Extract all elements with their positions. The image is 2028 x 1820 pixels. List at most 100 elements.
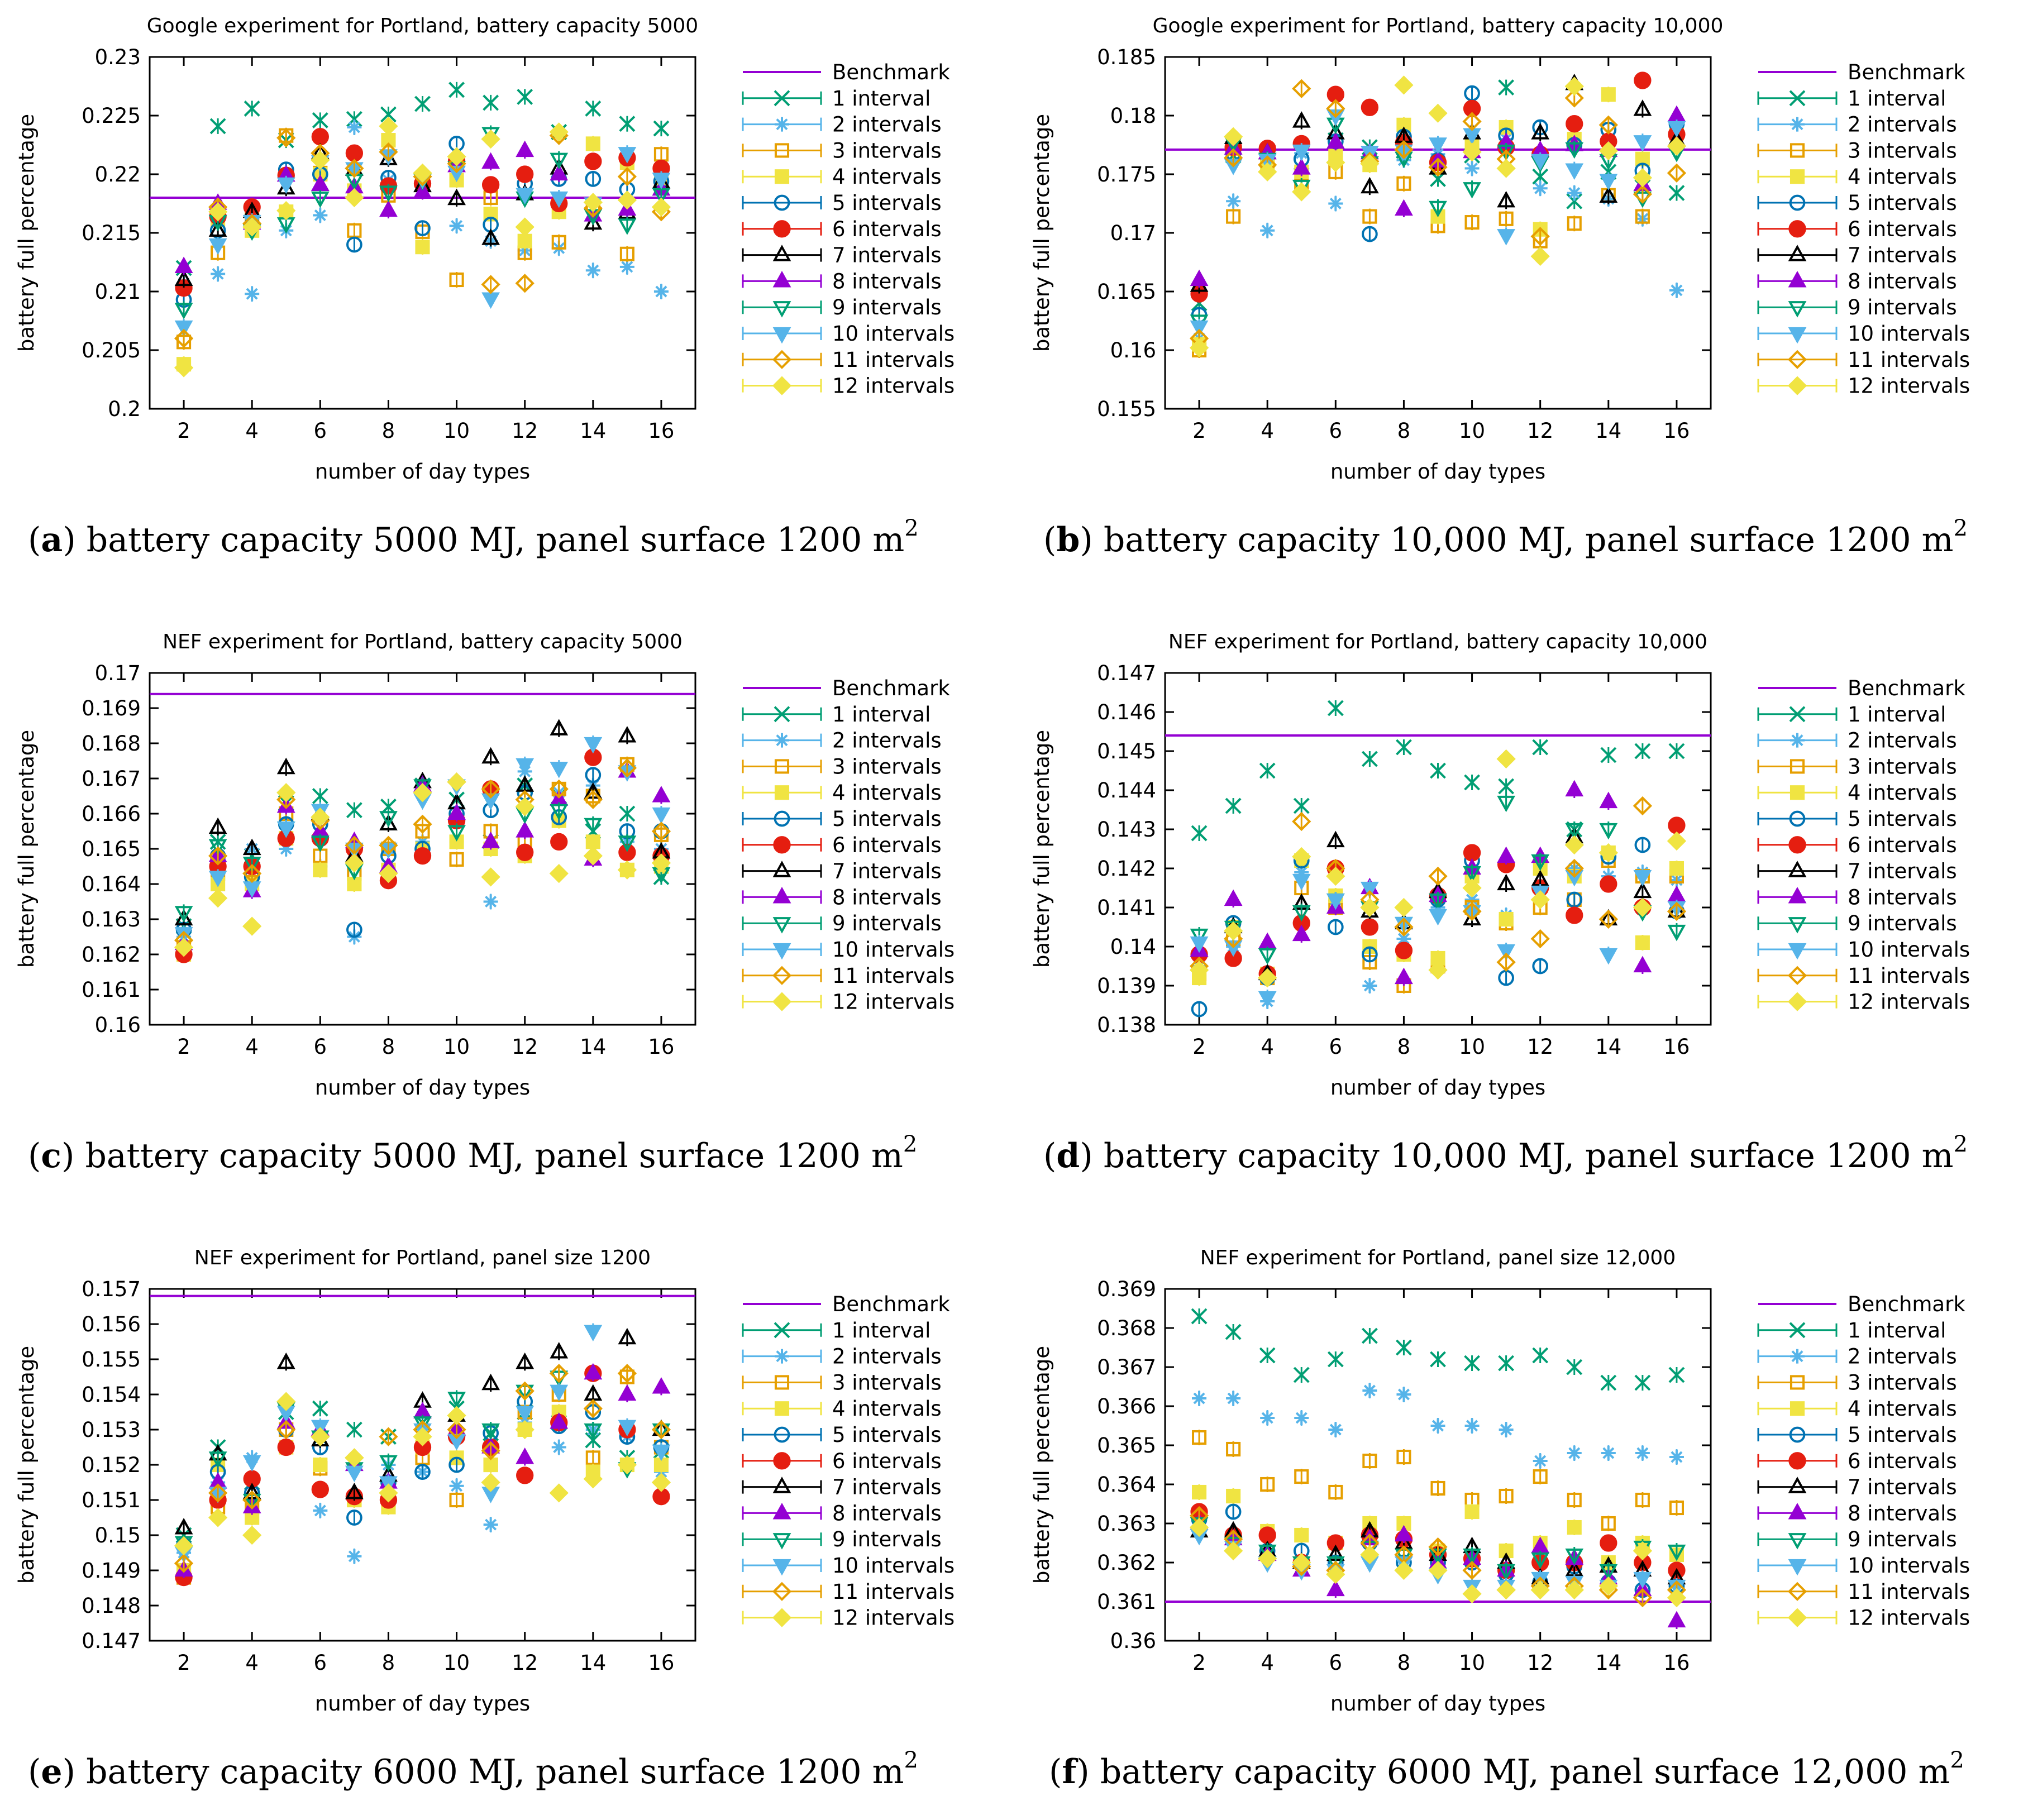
data-point — [652, 1444, 671, 1461]
data-point — [617, 1455, 637, 1475]
data-point — [1430, 1351, 1446, 1368]
legend-entry-1: 1 interval — [742, 703, 931, 727]
data-point — [1532, 168, 1549, 185]
data-point — [652, 173, 671, 189]
legend-entry-10: 10 intervals — [1757, 322, 1970, 346]
data-point — [584, 152, 602, 170]
legend-marker — [1788, 836, 1806, 854]
data-point — [276, 790, 296, 809]
legend-label: 11 intervals — [832, 1580, 955, 1604]
data-point — [1635, 209, 1650, 224]
data-point — [1635, 1492, 1650, 1508]
x-tick-label: 2 — [177, 1651, 190, 1675]
data-point — [1564, 77, 1584, 96]
data-point — [550, 152, 569, 170]
legend-marker — [1788, 1502, 1807, 1520]
legend-entry-5: 5 intervals — [1757, 807, 1957, 831]
data-point — [1294, 1527, 1309, 1543]
legend-label: 7 intervals — [1848, 859, 1957, 883]
chart-6: NEF experiment for Portland, panel size … — [1030, 1246, 1970, 1716]
chart-5: NEF experiment for Portland, panel size … — [15, 1246, 955, 1716]
legend-errorbar — [742, 1532, 822, 1546]
data-point — [1191, 825, 1208, 842]
data-point — [1633, 135, 1652, 152]
data-point — [1225, 1324, 1242, 1340]
data-point — [1567, 1446, 1582, 1460]
data-point — [1396, 739, 1412, 756]
legend-marker — [1788, 943, 1807, 960]
y-tick-label: 0.148 — [82, 1594, 141, 1618]
legend-marker — [772, 245, 791, 261]
y-tick-label: 0.143 — [1097, 818, 1156, 842]
y-tick-label: 0.147 — [1097, 661, 1156, 685]
data-point — [1564, 1580, 1584, 1600]
data-point — [1599, 823, 1618, 840]
data-point — [1667, 121, 1686, 138]
legend-marker — [774, 1375, 790, 1390]
data-point — [1225, 797, 1242, 814]
legend-marker — [1789, 1322, 1806, 1339]
legend-label: 9 intervals — [832, 911, 942, 935]
data-point — [1395, 1525, 1413, 1542]
chart-title: NEF experiment for Portland, panel size … — [194, 1246, 651, 1269]
y-tick-label: 0.145 — [1097, 739, 1156, 763]
data-point — [550, 762, 569, 778]
x-tick-label: 8 — [382, 1035, 395, 1059]
legend-errorbar — [742, 1584, 822, 1598]
data-point — [585, 171, 602, 187]
data-point — [276, 1352, 295, 1369]
data-point — [550, 1341, 569, 1359]
data-point — [174, 1554, 194, 1573]
x-tick-label: 14 — [580, 1651, 606, 1675]
legend-entry-12: 12 intervals — [742, 374, 955, 398]
data-point — [1462, 142, 1482, 162]
data-point — [1192, 1391, 1207, 1406]
x-axis-label: number of day types — [1330, 460, 1545, 484]
x-tick-label: 6 — [314, 419, 327, 443]
legend-marker — [774, 169, 790, 184]
legend-errorbar — [1757, 1375, 1838, 1389]
data-point — [1633, 1588, 1653, 1608]
data-point — [345, 1465, 364, 1483]
legend-label: 6 intervals — [832, 1449, 942, 1473]
data-point — [276, 783, 296, 802]
data-point — [174, 909, 193, 926]
y-tick-label: 0.156 — [82, 1312, 141, 1336]
y-tick-label: 0.2 — [108, 397, 141, 421]
legend-marker — [774, 1426, 790, 1443]
data-point — [447, 188, 466, 206]
data-point — [347, 1549, 362, 1564]
data-point — [1292, 158, 1311, 175]
data-point — [617, 190, 637, 210]
data-point — [1496, 1580, 1516, 1600]
data-point — [549, 779, 569, 799]
legend-errorbar — [1757, 1480, 1838, 1494]
data-point — [1361, 918, 1379, 936]
data-point — [481, 1473, 500, 1492]
x-tick-label: 8 — [1397, 1651, 1411, 1675]
data-point — [1668, 816, 1686, 834]
y-tick-label: 0.165 — [82, 837, 141, 861]
x-axis-label: number of day types — [315, 1076, 530, 1100]
data-point — [1362, 978, 1377, 993]
y-tick-label: 0.138 — [1097, 1013, 1156, 1037]
data-point — [174, 1536, 194, 1556]
data-point — [1224, 889, 1243, 906]
legend-entry-8: 8 intervals — [1757, 885, 1957, 909]
data-point — [1635, 1446, 1650, 1460]
legend-entry-4: 4 intervals — [1757, 1397, 1957, 1421]
legend-marker — [1790, 117, 1805, 132]
legend-errorbar — [742, 916, 822, 930]
legend-entry-2: 2 intervals — [1757, 113, 1957, 137]
legend-label: 8 intervals — [832, 885, 942, 909]
data-point — [481, 1373, 500, 1391]
data-point — [585, 1432, 602, 1449]
data-point — [1293, 797, 1310, 814]
data-point — [1601, 87, 1616, 102]
data-point — [1292, 924, 1311, 942]
legend-label: 11 intervals — [1848, 348, 1970, 372]
data-point — [1566, 1359, 1583, 1375]
y-axis-label: battery full percentage — [1030, 730, 1054, 968]
data-point — [618, 218, 637, 235]
